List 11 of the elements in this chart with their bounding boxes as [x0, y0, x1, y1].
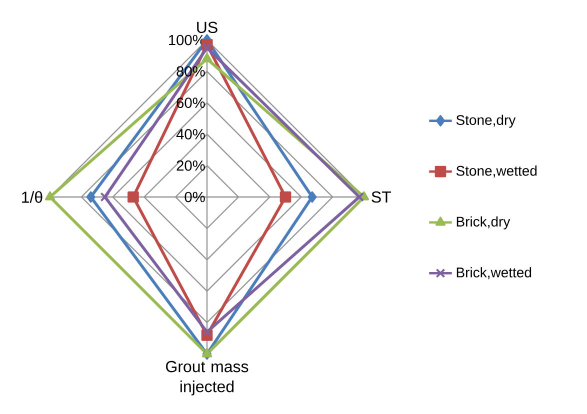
spoke-label: US — [197, 22, 218, 34]
legend-label: Stone,dry — [456, 114, 516, 128]
spoke-label: 1/θ — [22, 191, 42, 203]
legend-label: Brick,dry — [456, 216, 510, 230]
y-tick-label: 20% — [176, 160, 205, 171]
y-tick-label: 0% — [184, 192, 205, 202]
legend-label: Stone,wetted — [456, 166, 537, 178]
spoke-label: Grout mass injected — [166, 360, 248, 396]
y-tick-label: 40% — [176, 129, 205, 140]
legend-label: Brick,wetted — [456, 267, 532, 280]
spoke-label: ST — [372, 191, 392, 203]
